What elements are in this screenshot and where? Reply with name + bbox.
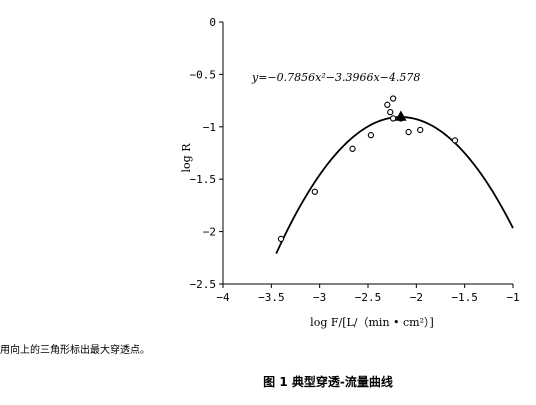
data-point [349,145,356,152]
y-tick-label: −0.5 [190,68,217,81]
max-point-triangle [395,110,407,121]
x-axis-label: log F/[L/（min • cm²）] [310,316,434,329]
figure-note: 用向上的三角形标出最大穿透点。 [0,343,150,356]
fit-curve [275,116,514,255]
data-point [384,101,391,108]
x-tick-label: −1 [506,291,519,304]
data-point [277,235,285,243]
y-tick-label: 0 [209,16,216,29]
fit-curve-group [275,116,514,255]
y-tick-label: −2 [203,226,216,239]
x-tick-label: −2.5 [355,291,382,304]
data-point [389,115,397,122]
data-point [367,132,375,139]
max-point-group [395,110,407,121]
x-tick-label: −3 [313,291,326,304]
data-points-group [277,95,459,243]
data-point [405,128,412,136]
y-tick-label: −2.5 [190,278,217,291]
axes [222,22,513,285]
data-point [387,108,394,116]
x-tick-label: −2 [410,291,423,304]
data-point [451,137,459,144]
y-tick-label: −1.5 [190,173,217,186]
y-tick-label: −1 [203,121,216,134]
data-point [389,95,397,102]
equation-label: y=−0.7856x²−3.3966x−4.578 [251,71,420,84]
data-point [311,188,318,195]
data-point [417,126,424,134]
y-axis-label: log R [180,143,193,173]
tick-group: 0−0.5−1−1.5−2−2.5−4 −3.5 −3 −2.5 −2 −1.5 −1 [190,16,520,304]
x-tick-label: −1.5 [451,291,478,304]
x-tick-label: −3.5 [258,291,285,304]
x-tick-label: −4 [216,291,230,304]
figure-caption: 图 1 典型穿透-流量曲线 [263,374,393,389]
